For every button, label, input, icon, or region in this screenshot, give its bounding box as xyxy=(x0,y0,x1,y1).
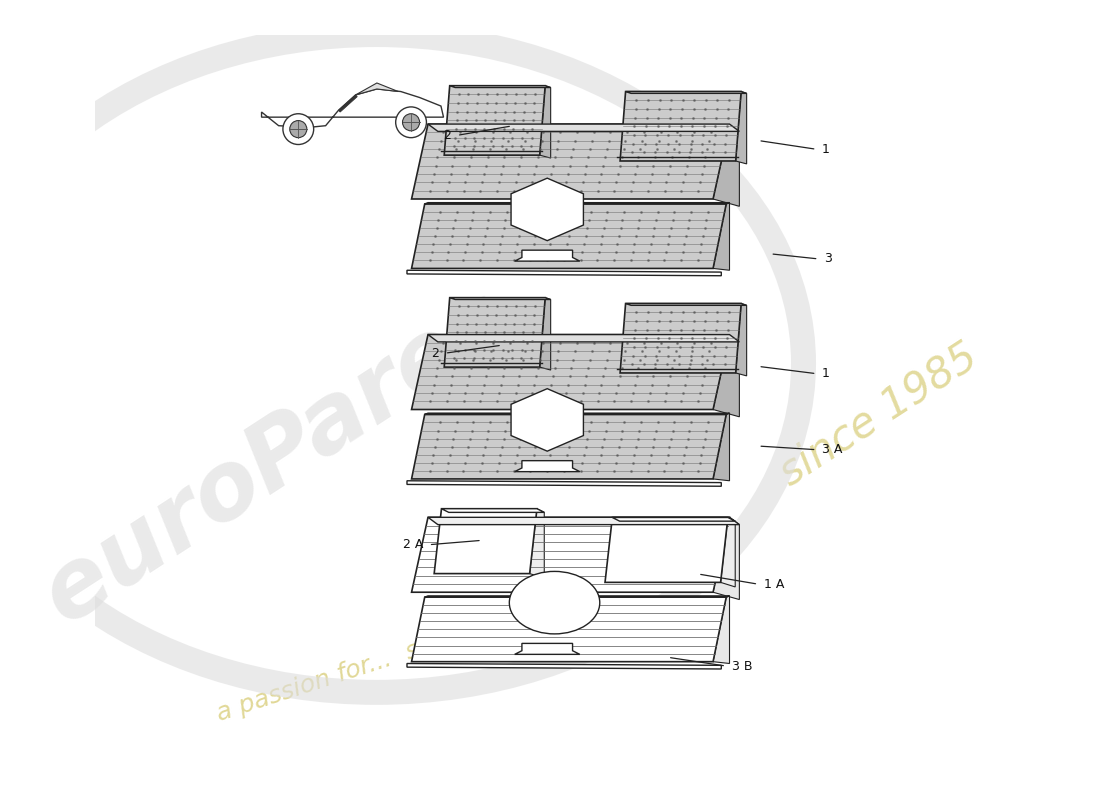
Polygon shape xyxy=(339,95,358,112)
Polygon shape xyxy=(411,414,726,479)
Polygon shape xyxy=(411,124,729,199)
Polygon shape xyxy=(512,178,583,241)
Polygon shape xyxy=(713,202,729,270)
Ellipse shape xyxy=(509,571,600,634)
Polygon shape xyxy=(512,389,583,451)
Polygon shape xyxy=(411,518,729,592)
Polygon shape xyxy=(736,303,747,376)
Polygon shape xyxy=(425,596,729,597)
Polygon shape xyxy=(411,204,726,269)
Polygon shape xyxy=(428,334,739,342)
Polygon shape xyxy=(713,413,729,481)
Polygon shape xyxy=(428,124,739,131)
Polygon shape xyxy=(407,270,722,276)
Polygon shape xyxy=(407,663,722,669)
Text: a passion for...  since 1985: a passion for... since 1985 xyxy=(213,600,539,726)
Polygon shape xyxy=(540,298,551,370)
Polygon shape xyxy=(450,298,551,299)
Polygon shape xyxy=(444,298,546,367)
Polygon shape xyxy=(620,303,741,373)
Polygon shape xyxy=(444,86,546,155)
Polygon shape xyxy=(428,518,739,525)
Polygon shape xyxy=(626,91,747,94)
Text: 3: 3 xyxy=(824,253,832,266)
Circle shape xyxy=(283,114,313,145)
Text: 1: 1 xyxy=(822,142,829,156)
Polygon shape xyxy=(736,91,747,164)
Polygon shape xyxy=(355,83,398,95)
Polygon shape xyxy=(515,643,580,654)
Text: since 1985: since 1985 xyxy=(772,335,986,494)
Polygon shape xyxy=(713,518,739,599)
Polygon shape xyxy=(407,481,722,486)
Polygon shape xyxy=(411,597,726,662)
Text: 3 A: 3 A xyxy=(822,443,843,456)
Text: 1 A: 1 A xyxy=(763,578,784,590)
Text: 3 B: 3 B xyxy=(732,659,752,673)
Circle shape xyxy=(396,107,427,138)
Polygon shape xyxy=(605,518,728,582)
Polygon shape xyxy=(613,518,735,521)
Polygon shape xyxy=(720,518,735,587)
Polygon shape xyxy=(425,413,729,414)
Polygon shape xyxy=(540,86,551,158)
Polygon shape xyxy=(515,250,580,261)
Text: 1: 1 xyxy=(822,367,829,380)
Polygon shape xyxy=(713,124,739,206)
Polygon shape xyxy=(620,91,741,161)
Text: euroPares: euroPares xyxy=(25,274,526,643)
Polygon shape xyxy=(713,596,729,663)
Polygon shape xyxy=(515,461,580,472)
Polygon shape xyxy=(450,86,551,87)
Polygon shape xyxy=(434,509,537,574)
Text: 2: 2 xyxy=(431,346,439,360)
Polygon shape xyxy=(411,334,729,410)
Text: 2 A: 2 A xyxy=(403,538,424,551)
Polygon shape xyxy=(626,303,747,306)
Polygon shape xyxy=(441,509,544,512)
Polygon shape xyxy=(713,334,739,417)
Circle shape xyxy=(403,114,419,131)
Polygon shape xyxy=(262,89,443,127)
Polygon shape xyxy=(425,202,729,204)
Circle shape xyxy=(289,121,307,138)
Polygon shape xyxy=(529,509,544,578)
Text: 2: 2 xyxy=(443,129,451,142)
